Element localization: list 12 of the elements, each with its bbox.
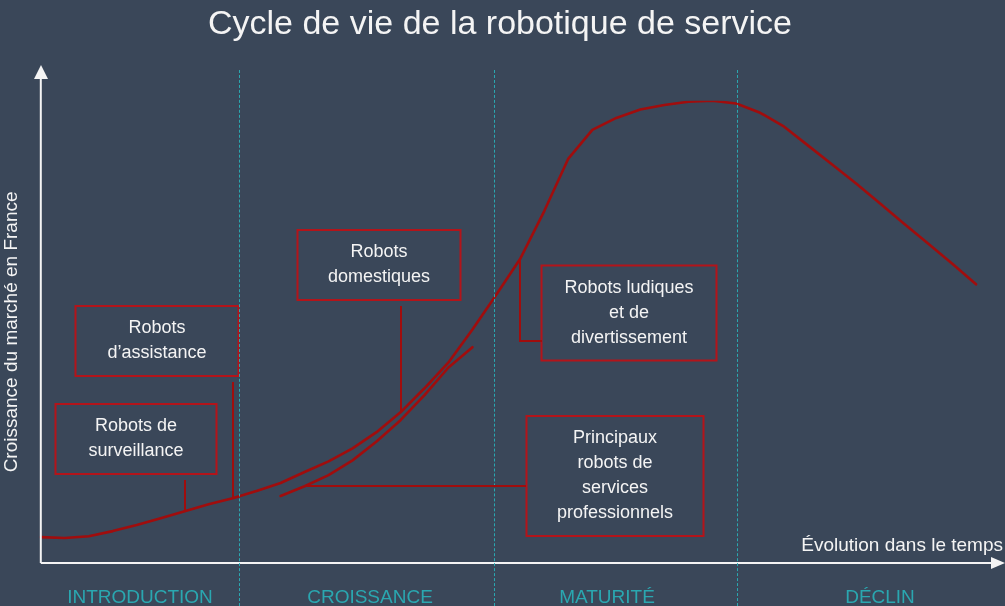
chart-title: Cycle de vie de la robotique de service [208, 2, 792, 41]
text: INTRODUCTION [67, 586, 213, 606]
annotation: Robots d’assistance [107, 317, 207, 363]
annotation: Principaux robots de services professionnels [556, 427, 674, 523]
text: CROISSANCE [307, 586, 433, 606]
text: DÉCLIN [845, 586, 915, 606]
text: MATURITÉ [559, 586, 655, 606]
annotation: Robots ludiques et de divertissement [564, 276, 694, 347]
y-axis-title: Croissance du marché en France [0, 191, 21, 473]
x-axis-title: Évolution dans le temps [801, 533, 1003, 555]
annotation: Robots de surveillance [88, 415, 184, 461]
annotation: Robots domestiques [327, 241, 431, 287]
